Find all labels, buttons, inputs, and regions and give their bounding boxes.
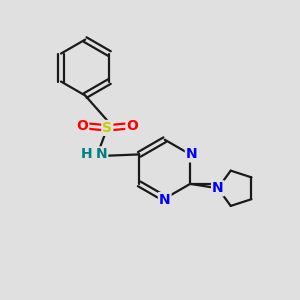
Text: O: O [76,118,88,133]
Text: H: H [81,147,92,161]
Text: N: N [186,147,197,161]
Text: N: N [159,193,170,207]
Text: O: O [126,118,138,133]
Text: S: S [102,121,112,135]
Text: N: N [212,181,224,195]
Text: N: N [96,147,107,161]
